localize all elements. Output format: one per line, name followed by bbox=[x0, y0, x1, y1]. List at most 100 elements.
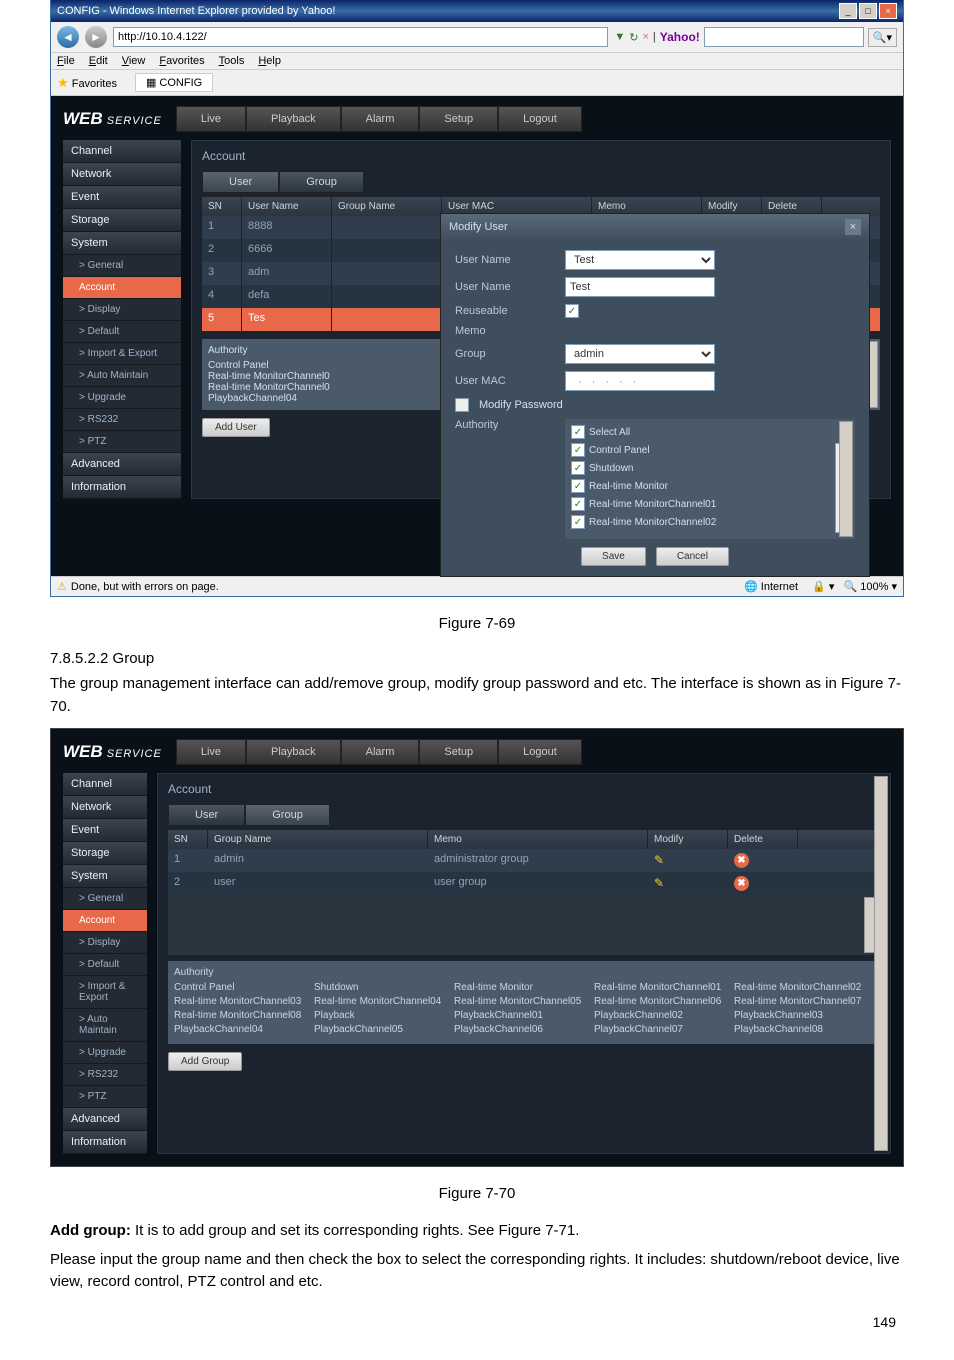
ie-favorites-bar: ★ Favorites ▦ CONFIG bbox=[51, 70, 903, 96]
sidebar-account[interactable]: Account bbox=[63, 277, 181, 299]
modify-password-checkbox[interactable] bbox=[455, 398, 469, 412]
panel-title: Account bbox=[202, 149, 880, 163]
maximize-button[interactable]: □ bbox=[859, 3, 877, 19]
window-title: CONFIG - Windows Internet Explorer provi… bbox=[57, 5, 335, 17]
ie-statusbar: ⚠Done, but with errors on page. 🌐 Intern… bbox=[51, 576, 903, 596]
top-nav: Live Playback Alarm Setup Logout bbox=[176, 106, 582, 132]
tab-group[interactable]: Group bbox=[245, 804, 330, 826]
add-user-button[interactable]: Add User bbox=[202, 418, 270, 437]
sidebar-default[interactable]: > Default bbox=[63, 954, 147, 976]
sidebar-event[interactable]: Event bbox=[63, 186, 181, 209]
nav-alarm[interactable]: Alarm bbox=[341, 739, 420, 765]
url-input[interactable]: http://10.10.4.122/ bbox=[113, 27, 608, 47]
sidebar-rs232[interactable]: > RS232 bbox=[63, 1064, 147, 1086]
table-row[interactable]: 1adminadministrator group✎✖ bbox=[168, 849, 880, 872]
sidebar-display[interactable]: > Display bbox=[63, 299, 181, 321]
nav-fwd-button[interactable]: ► bbox=[85, 26, 107, 48]
sidebar-channel[interactable]: Channel bbox=[63, 140, 181, 163]
close-button[interactable]: × bbox=[879, 3, 897, 19]
group-select[interactable]: admin bbox=[565, 344, 715, 364]
sidebar-event[interactable]: Event bbox=[63, 819, 147, 842]
nav-logout[interactable]: Logout bbox=[498, 106, 582, 132]
sidebar-system[interactable]: System bbox=[63, 232, 181, 255]
sidebar-information[interactable]: Information bbox=[63, 476, 181, 499]
table-row[interactable]: 2useruser group✎✖ bbox=[168, 872, 880, 895]
internet-zone-icon: 🌐 bbox=[744, 581, 758, 593]
sidebar-account[interactable]: Account bbox=[63, 910, 147, 932]
auth-checkbox[interactable]: ✓ bbox=[571, 479, 585, 493]
sidebar-auto-maintain[interactable]: > Auto Maintain bbox=[63, 1009, 147, 1042]
ie-window-1: CONFIG - Windows Internet Explorer provi… bbox=[50, 0, 904, 597]
cancel-button[interactable]: Cancel bbox=[656, 547, 729, 566]
webservice-logo: WEB SERVICE bbox=[63, 109, 162, 129]
edit-icon[interactable]: ✎ bbox=[654, 876, 664, 890]
sidebar-advanced[interactable]: Advanced bbox=[63, 1108, 147, 1131]
nav-live[interactable]: Live bbox=[176, 739, 246, 765]
favorites-star-icon[interactable]: ★ bbox=[57, 75, 69, 90]
sidebar-storage[interactable]: Storage bbox=[63, 209, 181, 232]
delete-icon[interactable]: ✖ bbox=[734, 853, 749, 868]
tab-group[interactable]: Group bbox=[279, 171, 364, 193]
sidebar-default[interactable]: > Default bbox=[63, 321, 181, 343]
sidebar-advanced[interactable]: Advanced bbox=[63, 453, 181, 476]
sidebar-auto-maintain[interactable]: > Auto Maintain bbox=[63, 365, 181, 387]
sidebar-ptz[interactable]: > PTZ bbox=[63, 1086, 147, 1108]
sidebar-general[interactable]: > General bbox=[63, 888, 147, 910]
edit-icon[interactable]: ✎ bbox=[654, 853, 664, 867]
sidebar-network[interactable]: Network bbox=[63, 163, 181, 186]
body-text: Please input the group name and then che… bbox=[50, 1249, 904, 1294]
minimize-button[interactable]: _ bbox=[839, 3, 857, 19]
sidebar-rs232[interactable]: > RS232 bbox=[63, 409, 181, 431]
dialog-title: Modify User bbox=[449, 221, 508, 233]
sidebar-ptz[interactable]: > PTZ bbox=[63, 431, 181, 453]
auth-checkbox[interactable]: ✓ bbox=[571, 497, 585, 511]
authority-grid: Authority Control PanelShutdownReal-time… bbox=[168, 961, 880, 1044]
sidebar-system[interactable]: System bbox=[63, 865, 147, 888]
dialog-close-icon[interactable]: × bbox=[845, 219, 861, 235]
sidebar-import-export[interactable]: > Import & Export bbox=[63, 343, 181, 365]
sidebar-storage[interactable]: Storage bbox=[63, 842, 147, 865]
authority-list: ✓Select All ✓Control Panel ✓Shutdown ✓Re… bbox=[565, 419, 855, 539]
select-all-checkbox[interactable]: ✓ bbox=[571, 425, 585, 439]
ie-titlebar: CONFIG - Windows Internet Explorer provi… bbox=[51, 0, 903, 22]
tab-user[interactable]: User bbox=[168, 804, 245, 826]
auth-checkbox[interactable]: ✓ bbox=[571, 515, 585, 529]
sidebar-channel[interactable]: Channel bbox=[63, 773, 147, 796]
sidebar-upgrade[interactable]: > Upgrade bbox=[63, 1042, 147, 1064]
search-icon[interactable]: 🔍▾ bbox=[868, 28, 897, 47]
ie-menubar[interactable]: FileEditViewFavoritesToolsHelp bbox=[51, 53, 903, 70]
username-select[interactable]: Test bbox=[565, 250, 715, 270]
username-input[interactable] bbox=[565, 277, 715, 297]
nav-setup[interactable]: Setup bbox=[419, 106, 498, 132]
page-content: WEB SERVICE Live Playback Alarm Setup Lo… bbox=[51, 96, 903, 576]
refresh-icon[interactable]: ↻ bbox=[629, 31, 638, 44]
nav-live[interactable]: Live bbox=[176, 106, 246, 132]
auth-checkbox[interactable]: ✓ bbox=[571, 461, 585, 475]
page-tab[interactable]: ▦ CONFIG bbox=[135, 73, 213, 92]
scrollbar[interactable] bbox=[874, 776, 888, 1151]
sidebar-import-export[interactable]: > Import & Export bbox=[63, 976, 147, 1009]
add-group-button[interactable]: Add Group bbox=[168, 1052, 242, 1071]
tab-user[interactable]: User bbox=[202, 171, 279, 193]
delete-icon[interactable]: ✖ bbox=[734, 876, 749, 891]
sidebar-upgrade[interactable]: > Upgrade bbox=[63, 387, 181, 409]
sidebar-information[interactable]: Information bbox=[63, 1131, 147, 1154]
auth-checkbox[interactable]: ✓ bbox=[571, 443, 585, 457]
sidebar-display[interactable]: > Display bbox=[63, 932, 147, 954]
nav-playback[interactable]: Playback bbox=[246, 106, 341, 132]
body-text: Add group: It is to add group and set it… bbox=[50, 1220, 904, 1243]
sidebar-general[interactable]: > General bbox=[63, 255, 181, 277]
warning-icon: ⚠ bbox=[57, 580, 67, 593]
nav-playback[interactable]: Playback bbox=[246, 739, 341, 765]
nav-alarm[interactable]: Alarm bbox=[341, 106, 420, 132]
search-input[interactable] bbox=[704, 27, 864, 47]
nav-setup[interactable]: Setup bbox=[419, 739, 498, 765]
reuseable-checkbox[interactable]: ✓ bbox=[565, 304, 579, 318]
scrollbar[interactable] bbox=[839, 421, 853, 537]
nav-back-button[interactable]: ◄ bbox=[57, 26, 79, 48]
sidebar-network[interactable]: Network bbox=[63, 796, 147, 819]
save-button[interactable]: Save bbox=[581, 547, 646, 566]
ie-addressbar: ◄ ► http://10.10.4.122/ ▼ ↻ × | Yahoo! 🔍… bbox=[51, 22, 903, 53]
mac-input[interactable]: ····· bbox=[565, 371, 715, 391]
nav-logout[interactable]: Logout bbox=[498, 739, 582, 765]
